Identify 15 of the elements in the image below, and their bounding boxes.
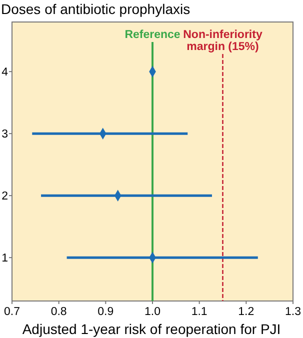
y-tick-label: 2: [2, 190, 8, 203]
ref-line-label: Non-inferiority margin (15%): [183, 29, 263, 53]
ref-line-label: Reference: [124, 29, 180, 41]
x-tick-label: 0.7: [4, 306, 20, 318]
y-tick-label: 3: [2, 128, 8, 141]
y-tick-label: 1: [2, 252, 8, 265]
y-tick-label: 4: [2, 66, 9, 79]
x-tick-label: 1.2: [238, 306, 254, 318]
x-axis-title: Adjusted 1-year risk of reoperation for PJI: [22, 321, 281, 337]
x-tick-label: 1.1: [191, 306, 208, 318]
x-tick-label: 0.8: [50, 306, 67, 318]
x-tick-label: 1.3: [285, 306, 301, 318]
x-tick-label: 1.0: [144, 306, 160, 318]
y-axis-title: Doses of antibiotic prophylaxis: [1, 1, 190, 17]
x-tick-label: 0.9: [98, 306, 114, 318]
